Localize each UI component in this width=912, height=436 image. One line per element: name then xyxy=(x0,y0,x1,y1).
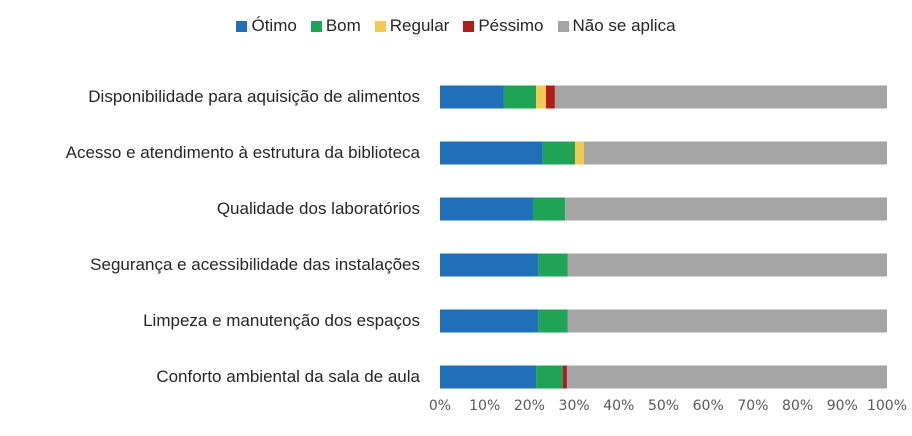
bar-segment xyxy=(440,141,543,165)
category-label: Disponibilidade para aquisição de alimen… xyxy=(88,87,420,106)
x-tick-label: 100% xyxy=(867,398,907,414)
x-tick-label: 20% xyxy=(514,398,545,414)
category-label-box: Segurança e acessibilidade das instalaçõ… xyxy=(0,237,420,293)
legend-label: Regular xyxy=(389,16,450,35)
bar-segment xyxy=(536,365,563,389)
category-label-box: Disponibilidade para aquisição de alimen… xyxy=(0,69,420,125)
bar-segment xyxy=(440,197,533,221)
category-label-box: Qualidade dos laboratórios xyxy=(0,181,420,237)
bar-segment xyxy=(503,85,537,109)
bar-segment xyxy=(566,365,887,389)
bar-segment xyxy=(538,253,568,277)
bar-segment xyxy=(567,253,887,277)
legend-swatch xyxy=(236,20,248,32)
bar-segment xyxy=(440,365,537,389)
x-tick-label: 0% xyxy=(429,398,451,414)
x-tick-label: 80% xyxy=(782,398,813,414)
category-label-box: Limpeza e manutenção dos espaços xyxy=(0,293,420,349)
legend-item: Não se aplica xyxy=(557,16,676,36)
bar-segment xyxy=(583,141,887,165)
category-label: Qualidade dos laboratórios xyxy=(216,199,420,218)
bar-segment xyxy=(562,365,567,389)
bar-segment xyxy=(567,309,887,333)
legend-item: Péssimo xyxy=(463,16,544,36)
legend-label: Péssimo xyxy=(478,16,544,35)
legend-label: Bom xyxy=(325,16,361,35)
x-tick-label: 60% xyxy=(693,398,724,414)
bar-segment xyxy=(538,309,568,333)
legend-label: Ótimo xyxy=(251,16,297,35)
legend-swatch xyxy=(557,20,569,32)
bar-segment xyxy=(440,253,539,277)
bar-segment xyxy=(545,85,555,109)
legend-swatch xyxy=(463,20,475,32)
x-tick-label: 40% xyxy=(603,398,634,414)
category-label: Conforto ambiental da sala de aula xyxy=(156,367,420,386)
x-tick-label: 50% xyxy=(648,398,679,414)
legend-item: Regular xyxy=(374,16,450,36)
legend-item: Bom xyxy=(310,16,361,36)
x-tick-label: 10% xyxy=(469,398,500,414)
x-tick-label: 70% xyxy=(737,398,768,414)
category-label: Acesso e atendimento à estrutura da bibl… xyxy=(65,143,420,162)
bar-segment xyxy=(542,141,575,165)
x-tick-label: 90% xyxy=(827,398,858,414)
bar-segment xyxy=(440,85,504,109)
legend-swatch xyxy=(310,20,322,32)
x-tick-label: 30% xyxy=(559,398,590,414)
category-label-box: Acesso e atendimento à estrutura da bibl… xyxy=(0,125,420,181)
legend-swatch xyxy=(374,20,386,32)
bar-segment xyxy=(554,85,887,109)
category-label-box: Conforto ambiental da sala de aula xyxy=(0,349,420,405)
bar-segment xyxy=(440,309,539,333)
legend-item: Ótimo xyxy=(236,16,297,36)
bar-segment xyxy=(532,197,566,221)
bar-segment xyxy=(536,85,546,109)
bar-segment xyxy=(574,141,584,165)
category-label: Segurança e acessibilidade das instalaçõ… xyxy=(90,255,420,274)
legend-label: Não se aplica xyxy=(572,16,676,35)
category-label: Limpeza e manutenção dos espaços xyxy=(143,311,420,330)
legend: Ótimo Bom Regular Péssimo Não se aplica xyxy=(0,16,912,36)
bar-segment xyxy=(565,197,887,221)
